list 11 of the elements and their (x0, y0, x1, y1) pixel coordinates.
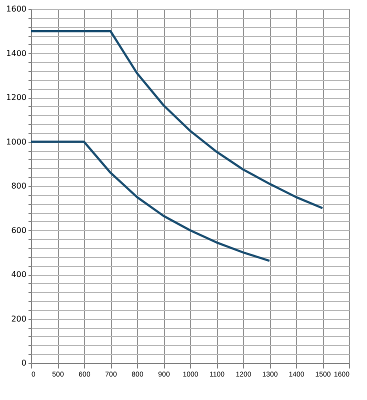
y-tick-label: 1200 (6, 93, 26, 102)
line-series (30, 140, 271, 262)
y-tick-label: 1400 (6, 48, 26, 58)
y-tick-label: 600 (11, 226, 26, 235)
y-tick-label: 400 (11, 270, 26, 279)
y-tick-label: 1600 (6, 4, 26, 14)
y-tick-label: 200 (11, 314, 26, 324)
y-tick-label: 1000 (6, 137, 26, 146)
line-series (30, 30, 324, 210)
y-tick-label: 0 (21, 358, 26, 368)
y-tick-label: 800 (11, 182, 26, 190)
